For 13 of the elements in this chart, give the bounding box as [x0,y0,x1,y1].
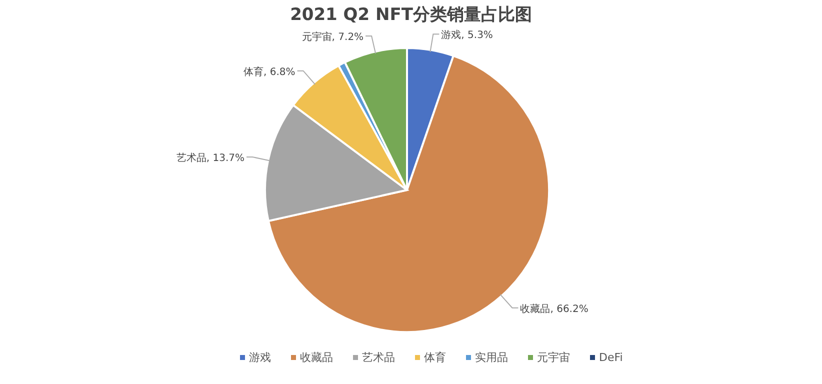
legend-label: 游戏 [249,351,271,364]
chart-title: 2021 Q2 NFT分类销量占比图 [290,5,532,25]
data-label: 体育, 6.8% [243,66,296,78]
data-label: 艺术品, 13.7% [176,152,244,164]
legend-label: 元宇宙 [537,351,570,364]
data-label: 收藏品, 66.2% [520,302,588,315]
legend-label: 艺术品 [362,351,395,364]
legend-label: 实用品 [475,351,508,364]
legend-label: 收藏品 [300,351,333,364]
data-label: 游戏, 5.3% [441,29,493,42]
legend-label: DeFi [599,351,623,364]
legend-label: 体育 [424,351,446,364]
data-label: 元宇宙, 7.2% [302,31,364,44]
